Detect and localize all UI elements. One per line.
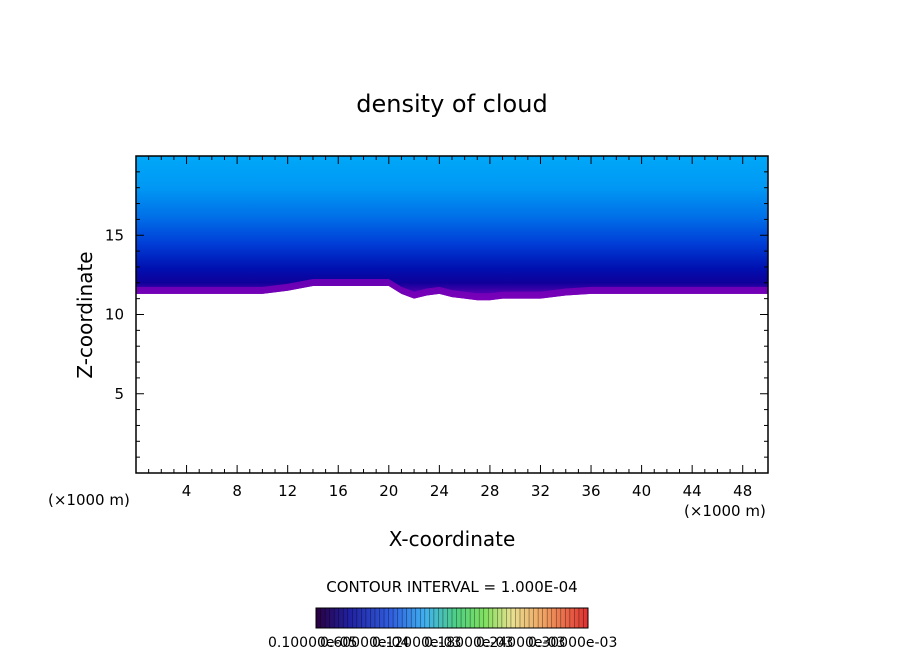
y-tick-label: 5	[114, 385, 124, 403]
x-tick-label: 32	[531, 482, 550, 500]
x-unit-label-right: (×1000 m)	[684, 502, 766, 520]
colorbar-label: 0.30000e-03	[528, 635, 617, 651]
x-tick-label: 4	[182, 482, 192, 500]
x-tick-label: 24	[430, 482, 449, 500]
colorbar-label: 0.60000e-04	[320, 635, 409, 651]
colorbar-label: 0.24000e-03	[476, 635, 565, 651]
x-tick-label: 48	[733, 482, 752, 500]
cloud-density-field	[136, 156, 768, 301]
x-unit-label-left: (×1000 m)	[48, 491, 130, 509]
y-tick-label: 15	[105, 226, 124, 244]
cloud-base-band	[136, 278, 768, 301]
colorbar-divisions	[320, 608, 584, 628]
x-tick-label: 16	[329, 482, 348, 500]
x-axis-label: X-coordinate	[389, 527, 516, 551]
colorbar-title: CONTOUR INTERVAL = 1.000E-04	[326, 578, 577, 596]
colorbar-labels: 0.10000e-050.60000e-040.12000e-030.18000…	[268, 635, 617, 651]
colorbar	[315, 607, 589, 629]
x-axis: 4 8 12 16 20 24 28 32 36 40 44 48	[148, 156, 756, 500]
colorbar-label: 0.12000e-03	[372, 635, 461, 651]
colorbar-label: 0.10000e-05	[268, 635, 357, 651]
chart-title: density of cloud	[356, 90, 547, 118]
x-tick-label: 36	[581, 482, 600, 500]
x-tick-label: 20	[379, 482, 398, 500]
y-axis: 5 10 15	[105, 171, 768, 458]
colorbar-label: 0.18000e-03	[424, 635, 513, 651]
x-tick-label: 8	[232, 482, 242, 500]
x-tick-label: 40	[632, 482, 651, 500]
y-tick-label: 10	[105, 306, 124, 324]
y-axis-label: Z-coordinate	[73, 251, 97, 378]
x-tick-label: 12	[278, 482, 297, 500]
x-tick-label: 28	[480, 482, 499, 500]
x-tick-label: 44	[683, 482, 702, 500]
plot-area	[136, 156, 768, 301]
